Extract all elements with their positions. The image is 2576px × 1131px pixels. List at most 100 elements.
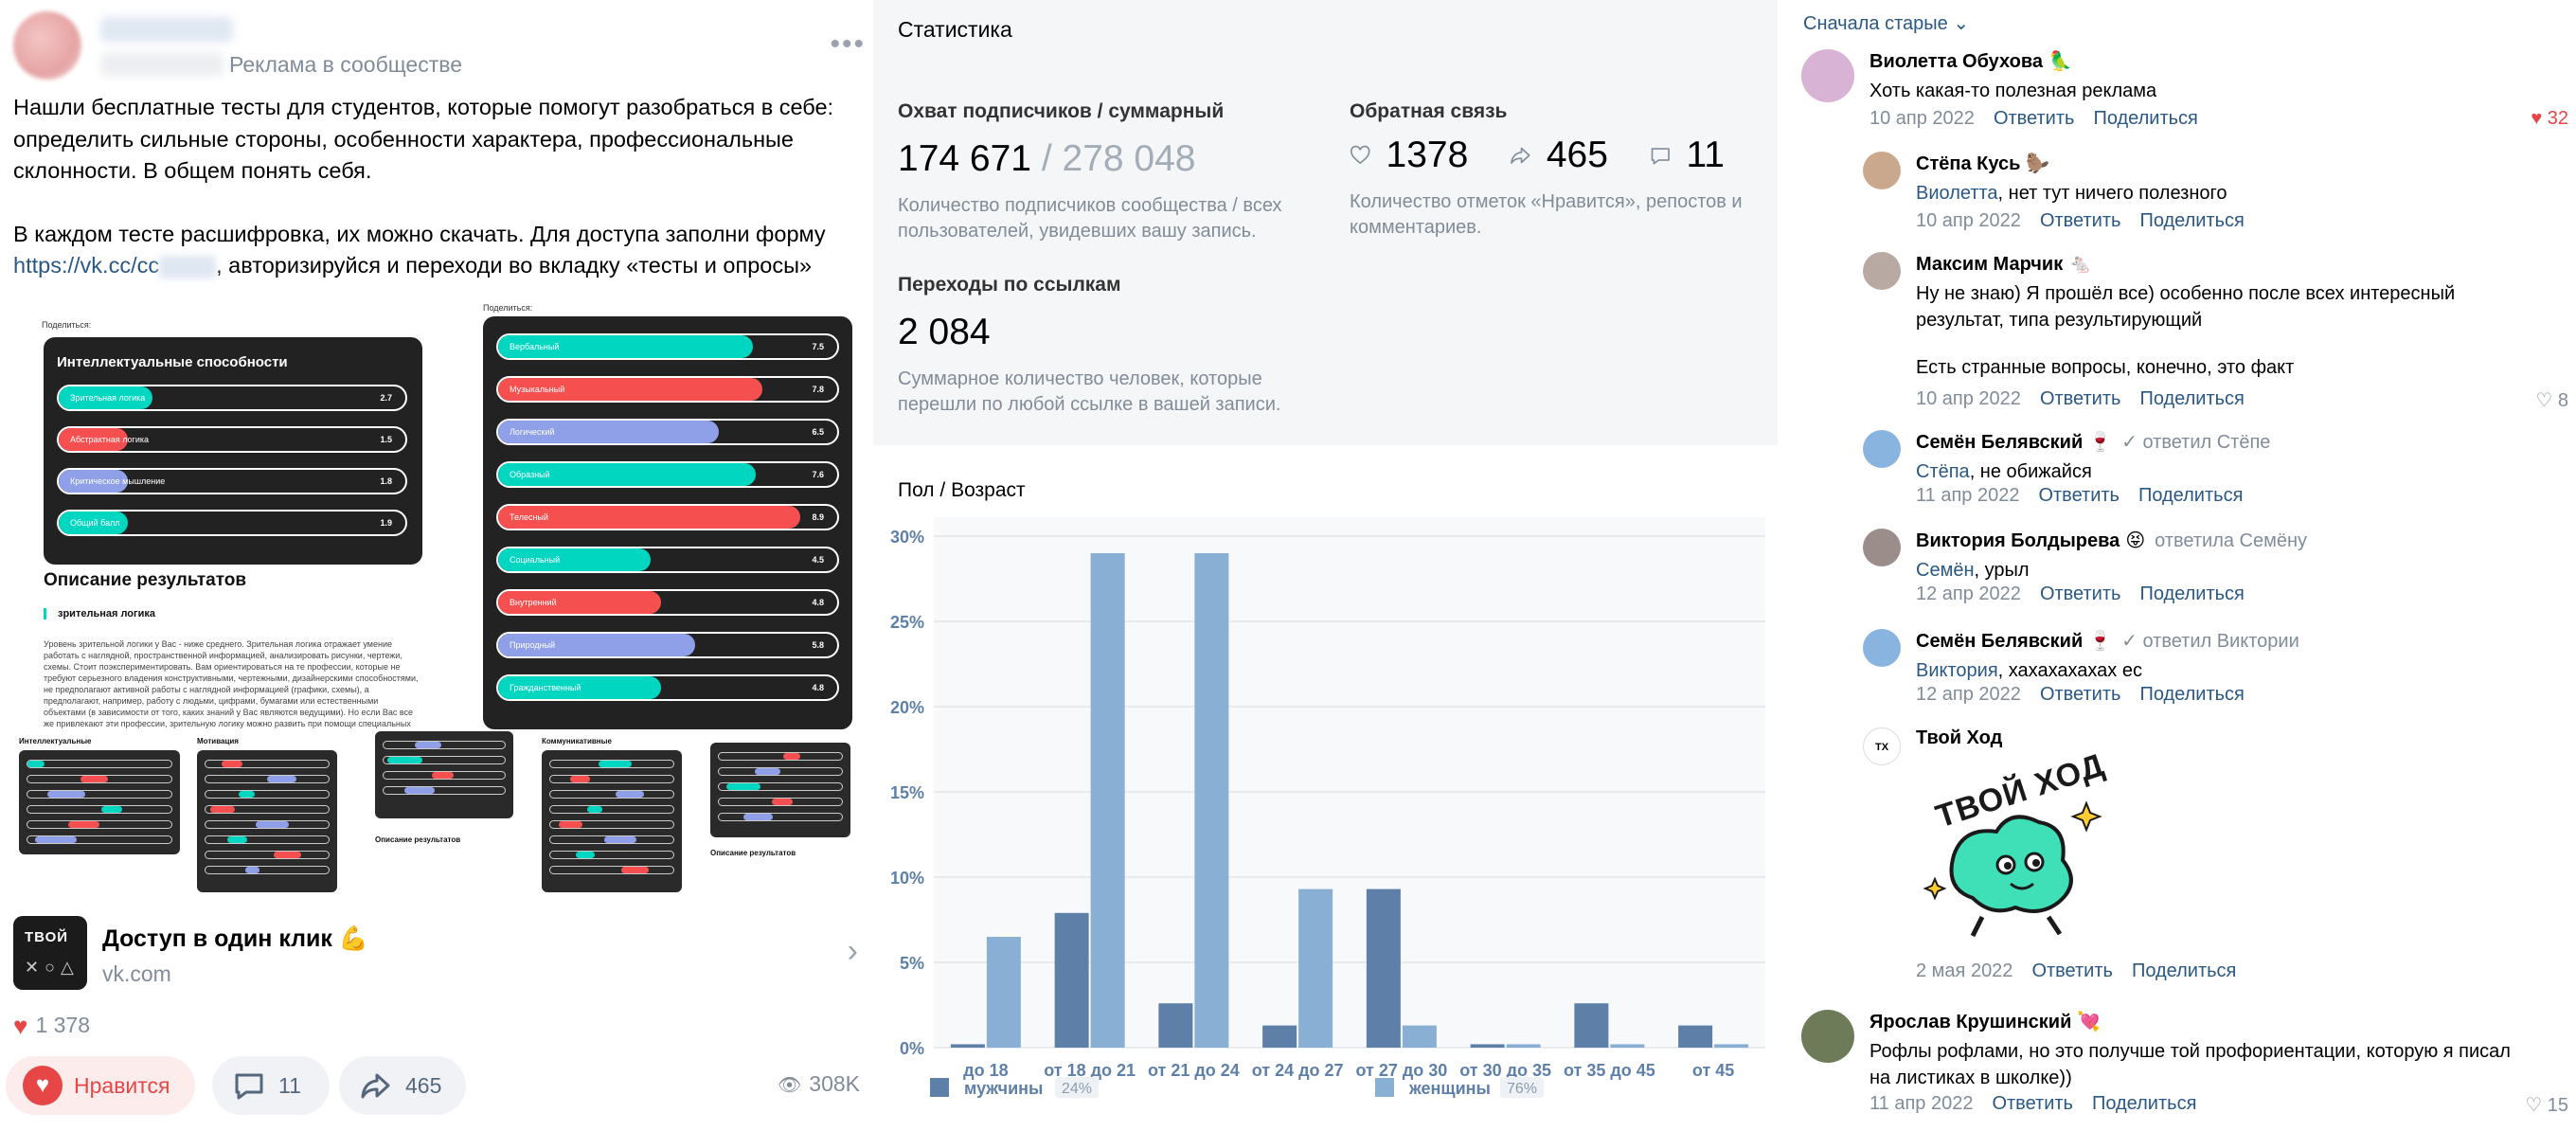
card2-row-label: Логический bbox=[510, 427, 555, 437]
comment-author[interactable]: Стёпа Кусь 🦫 bbox=[1916, 152, 2049, 175]
collage-thumb-4[interactable]: Коммуникативные bbox=[536, 731, 688, 898]
legend-swatch bbox=[1375, 1078, 1394, 1097]
author-name[interactable]: Стёпа Кусь bbox=[1916, 153, 2021, 174]
card2-row-fill bbox=[498, 335, 753, 358]
mention-link[interactable]: Виолетта bbox=[1916, 183, 1998, 204]
author-name[interactable]: Твой Ход bbox=[1916, 727, 2003, 748]
card2-row-7: Природный 5.8 bbox=[496, 632, 839, 658]
likes-summary[interactable]: ♥ 1 378 bbox=[13, 1012, 90, 1041]
reply-to-label[interactable]: ✓ ответил Виктории bbox=[2121, 631, 2299, 652]
share-button[interactable]: Поделиться bbox=[2139, 210, 2245, 231]
comment-author[interactable]: Максим Марчик 🐁 bbox=[1916, 252, 2092, 276]
comment-date[interactable]: 12 апр 2022 bbox=[1916, 684, 2021, 705]
reply-button[interactable]: Ответить bbox=[2031, 960, 2113, 981]
avatar[interactable] bbox=[1863, 152, 1901, 189]
post-image-collage[interactable]: Поделиться: Интеллектуальные способности… bbox=[13, 296, 856, 898]
comment-button[interactable]: 11 bbox=[212, 1056, 330, 1115]
avatar[interactable]: ТХ bbox=[1863, 727, 1901, 765]
share-button[interactable]: Поделиться bbox=[2093, 108, 2198, 129]
community-avatar[interactable] bbox=[13, 11, 81, 80]
card1-row-fill bbox=[59, 470, 129, 493]
thumb-bar-fill bbox=[256, 821, 290, 828]
comment-author[interactable]: Виктория Болдырева 😝 ответила Семёну bbox=[1916, 529, 2307, 552]
comment-author[interactable]: Виолетта Обухова 🦜 bbox=[1869, 49, 2072, 73]
comment-author[interactable]: Твой Ход bbox=[1916, 727, 2002, 749]
comment-date[interactable]: 10 апр 2022 bbox=[1916, 388, 2021, 409]
link-card[interactable]: ТВОЙ ✕○△ Доступ в один клик 💪 vk.com › bbox=[13, 914, 866, 992]
author-name[interactable]: Семён Белявский bbox=[1916, 432, 2084, 453]
reply-button[interactable]: Ответить bbox=[2039, 388, 2121, 409]
thumb-bar bbox=[27, 835, 172, 844]
author-name[interactable]: Максим Марчик bbox=[1916, 254, 2064, 275]
legend-share: 76% bbox=[1507, 1081, 1537, 1097]
comment-date[interactable]: 10 апр 2022 bbox=[1869, 108, 1975, 129]
reply-button[interactable]: Ответить bbox=[2038, 485, 2120, 506]
reply-button[interactable]: Ответить bbox=[2039, 583, 2121, 604]
comment-author[interactable]: Ярослав Крушинский 💘 bbox=[1869, 1010, 2101, 1033]
more-icon[interactable]: ••• bbox=[830, 28, 866, 60]
thumb-bar bbox=[205, 866, 330, 874]
share-button[interactable]: Поделиться bbox=[2131, 960, 2237, 981]
author-name[interactable]: Виолетта Обухова bbox=[1869, 51, 2044, 72]
thumb-bar-fill bbox=[227, 836, 248, 843]
post-link[interactable]: https://vk.cc/cc bbox=[13, 253, 160, 278]
sticker-image[interactable]: ТВОЙ ХОД bbox=[1916, 746, 2115, 950]
avatar[interactable] bbox=[1863, 529, 1901, 566]
collage-thumb-1[interactable]: Интеллектуальные bbox=[13, 731, 186, 898]
comment-author[interactable]: Семён Белявский 🍷 ✓ ответил Стёпе bbox=[1916, 430, 2270, 454]
avatar[interactable] bbox=[1863, 252, 1901, 290]
collage-image-2[interactable]: Поделиться: Вербальный 7.5 Музыкальный 7.8 Л… bbox=[472, 296, 856, 729]
reply-to-label[interactable]: ответила Семёну bbox=[2155, 530, 2308, 551]
status-emoji-icon: 💘 bbox=[2077, 1012, 2102, 1032]
thumb-bar bbox=[549, 775, 674, 783]
author-name[interactable]: Ярослав Крушинский bbox=[1869, 1012, 2072, 1032]
collage-thumb-3[interactable]: Описание результатов bbox=[369, 731, 519, 898]
reply-button[interactable]: Ответить bbox=[1992, 1093, 2073, 1114]
bar-женщины bbox=[1506, 1044, 1541, 1048]
share-button[interactable]: Поделиться bbox=[2139, 583, 2245, 604]
collage-thumb-2[interactable]: Мотивация bbox=[191, 731, 343, 898]
thumb-bar bbox=[718, 813, 843, 821]
reply-to-label[interactable]: ✓ ответил Стёпе bbox=[2121, 432, 2271, 453]
comment-date[interactable]: 11 апр 2022 bbox=[1916, 485, 2020, 506]
author-name[interactable]: Семён Белявский bbox=[1916, 631, 2084, 652]
avatar[interactable] bbox=[1863, 430, 1901, 468]
share-icon bbox=[361, 1073, 390, 1099]
comment-date[interactable]: 10 апр 2022 bbox=[1916, 210, 2021, 231]
comment-like-button[interactable]: ♡ 8 bbox=[2535, 388, 2568, 412]
comment-like-button[interactable]: ♥ 32 bbox=[2531, 108, 2568, 130]
mention-link[interactable]: Виктория bbox=[1916, 660, 1998, 681]
reply-button[interactable]: Ответить bbox=[2039, 210, 2121, 231]
collage-thumb-5[interactable]: Описание результатов bbox=[705, 731, 856, 898]
comment-text: Виолетта, нет тут ничего полезного bbox=[1916, 180, 2517, 206]
views-count: 308K bbox=[809, 1071, 860, 1096]
thumb-title: Коммуникативные bbox=[542, 737, 612, 745]
collage-image-1[interactable]: Поделиться: Интеллектуальные способности… bbox=[13, 296, 470, 729]
avatar[interactable] bbox=[1801, 49, 1854, 102]
community-name-blurred[interactable] bbox=[100, 17, 233, 42]
comment-date[interactable]: 2 мая 2022 bbox=[1916, 960, 2013, 981]
mention-link[interactable]: Стёпа bbox=[1916, 461, 1970, 482]
comment-like-button[interactable]: ♡ 15 bbox=[2525, 1093, 2568, 1117]
bar-мужчины bbox=[1262, 1025, 1297, 1048]
comment-date[interactable]: 11 апр 2022 bbox=[1869, 1093, 1974, 1114]
share-button[interactable]: 465 bbox=[339, 1056, 466, 1115]
avatar[interactable] bbox=[1863, 629, 1901, 667]
share-button[interactable]: Поделиться bbox=[2091, 1093, 2197, 1114]
like-button[interactable]: ♥ Нравится bbox=[6, 1056, 195, 1115]
sort-dropdown[interactable]: Сначала старые ⌄ bbox=[1803, 11, 1969, 35]
comment-date[interactable]: 12 апр 2022 bbox=[1916, 583, 2021, 604]
mention-link[interactable]: Семён bbox=[1916, 560, 1975, 581]
share-button[interactable]: Поделиться bbox=[2139, 388, 2245, 409]
reply-button[interactable]: Ответить bbox=[1993, 108, 2075, 129]
bar-мужчины bbox=[950, 1044, 985, 1048]
thumb-bar bbox=[549, 835, 674, 844]
reply-button[interactable]: Ответить bbox=[2039, 684, 2121, 705]
share-icon bbox=[1511, 147, 1530, 164]
comment-author[interactable]: Семён Белявский 🍷 ✓ ответил Виктории bbox=[1916, 629, 2299, 653]
share-button[interactable]: Поделиться bbox=[2138, 485, 2244, 506]
comments-count: 11 bbox=[278, 1073, 301, 1098]
author-name[interactable]: Виктория Болдырева bbox=[1916, 530, 2120, 551]
share-button[interactable]: Поделиться bbox=[2139, 684, 2245, 705]
avatar[interactable] bbox=[1801, 1010, 1854, 1063]
